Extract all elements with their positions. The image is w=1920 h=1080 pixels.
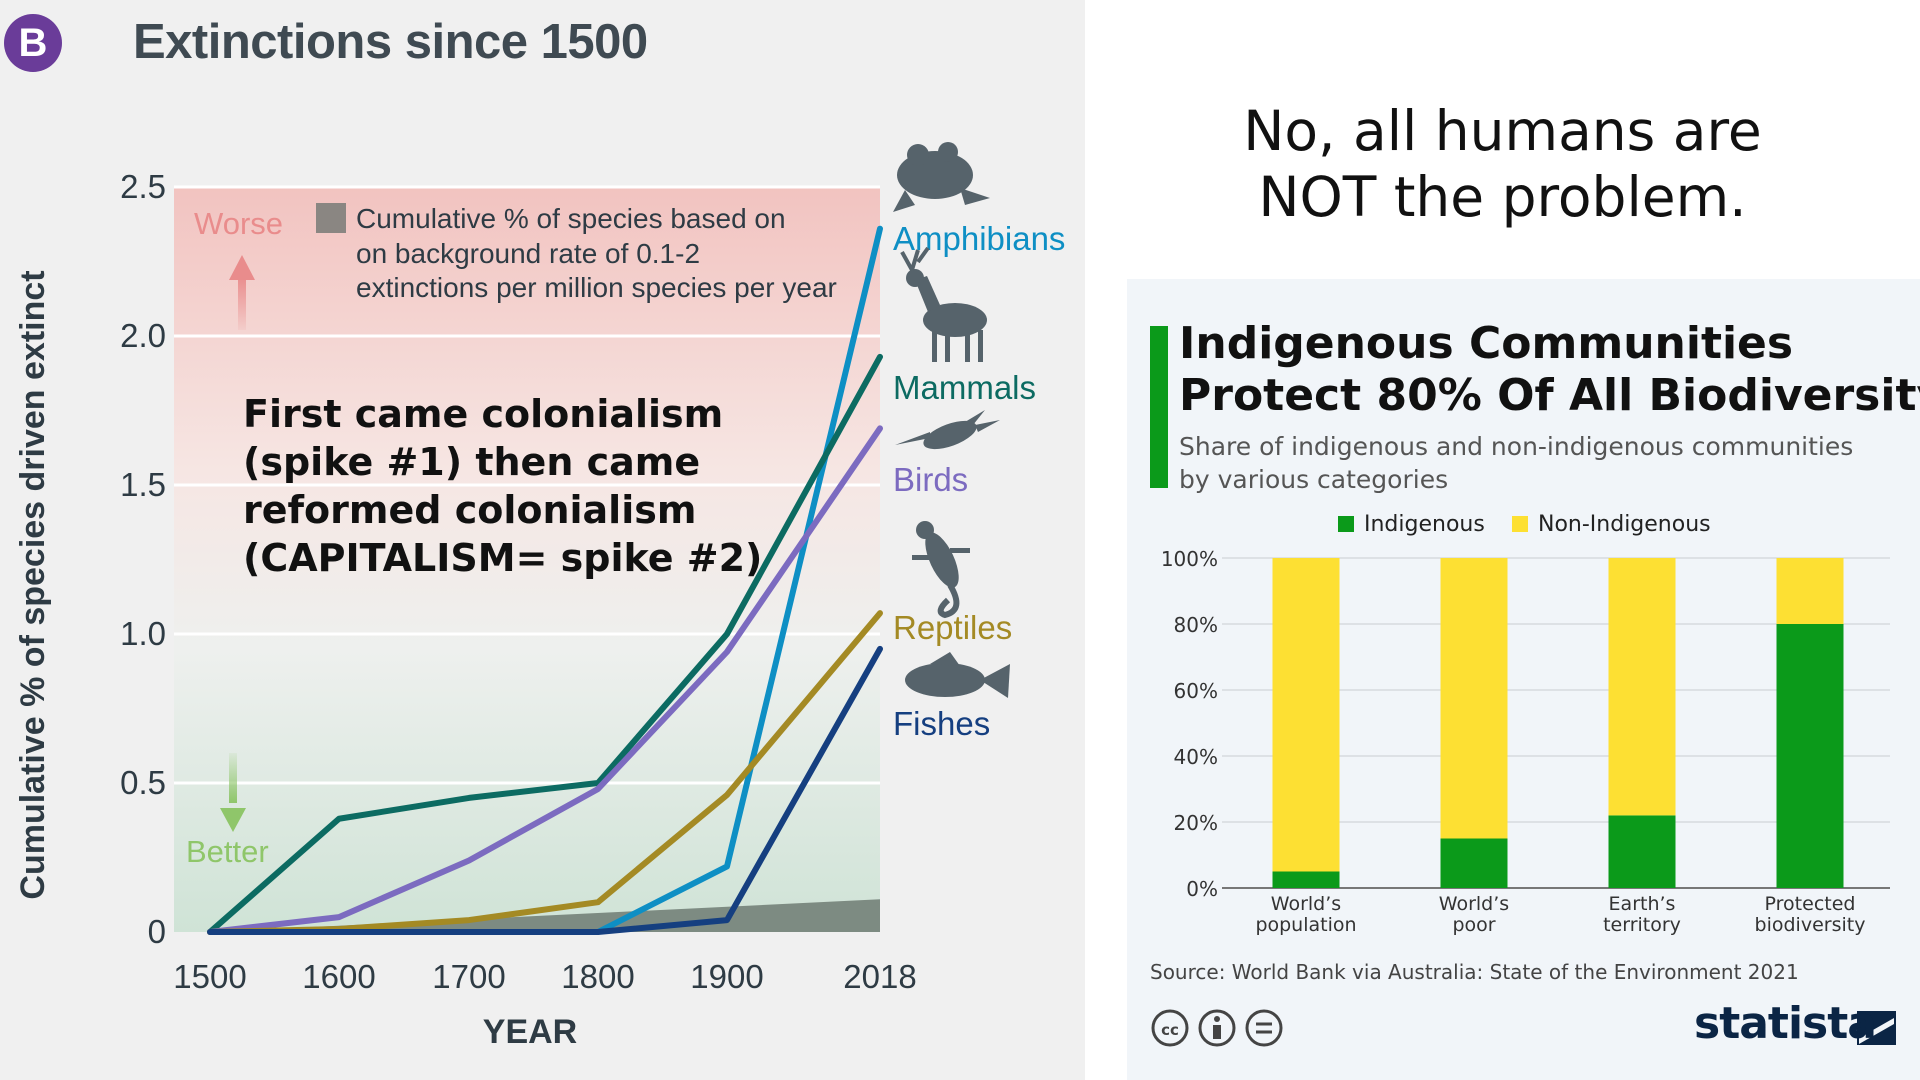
y-tick-label: 2.0 [120,317,166,354]
title-accent-bar [1150,326,1168,488]
category-label: Protected [1765,893,1856,915]
legend-swatch-non-indigenous [1512,516,1528,532]
fish-icon [905,652,1010,698]
legend-label-indigenous: Indigenous [1364,512,1485,537]
y-axis-label: Cumulative % of species driven extinct [14,270,52,899]
series-line-birds [207,425,883,935]
x-tick-label: 1900 [690,958,763,995]
category-label: World’s [1439,893,1509,915]
annotation-text: First came colonialism (spike #1) then c… [243,390,803,582]
y-tick-label: 80% [1174,613,1218,637]
category-label: World’s [1271,893,1341,915]
band-legend-swatch [316,203,346,233]
bar-non-indigenous-4 [1776,558,1844,624]
category-label: biodiversity [1755,914,1866,936]
right-chart-title: Indigenous Communities Protect 80% Of Al… [1179,318,1920,422]
panel-badge: B [4,14,62,72]
bar-non-indigenous-2 [1440,558,1508,839]
annotation-line: (spike #1) then came [243,440,701,484]
series-label-mammals: Mammals [893,369,1036,406]
legend-swatch-indigenous [1338,516,1354,532]
deer-icon [900,246,987,362]
series-label-fishes: Fishes [893,705,990,742]
band-legend-text: Cumulative % of species based on on back… [356,203,837,303]
source-note: Source: World Bank via Australia: State … [1150,960,1799,984]
lizard-icon [912,521,970,619]
bar-indigenous-1 [1272,871,1340,888]
category-label: poor [1452,914,1495,936]
better-label: Better [186,834,269,869]
bar-non-indigenous-1 [1272,558,1340,872]
cc-license-icon: cc [1151,1009,1189,1047]
attribution-icon [1198,1009,1236,1047]
y-tick-label: 60% [1174,679,1218,703]
worse-arrow-shaft [238,275,246,330]
title-line: Protect 80% Of All Biodiversity [1179,370,1920,421]
extinctions-chart: 0 0.5 1.0 1.5 2.0 2.5 1500 1600 1700 1800 1900 201… [14,142,1065,1051]
annotation-line: First came colonialism [243,392,724,436]
x-tick-label: 1800 [561,958,634,995]
better-arrow-shaft [229,753,237,803]
title-line: Indigenous Communities [1179,318,1794,369]
category-label: Earth’s [1609,893,1676,915]
no-derivatives-icon [1245,1009,1283,1047]
y-tick-label: 0 [148,913,166,950]
bird-icon [895,410,1000,450]
series-label-reptiles: Reptiles [893,609,1012,646]
y-tick-label: 40% [1174,745,1218,769]
subtitle-line: by various categories [1179,465,1449,494]
worse-label: Worse [194,206,283,241]
x-axis-label: YEAR [483,1013,577,1051]
annotation-line: (CAPITALISM= spike #2) [243,536,763,580]
bar-indigenous-4 [1776,624,1844,888]
annotation-line: reformed colonialism [243,488,697,532]
bar-indigenous-3 [1608,815,1676,888]
subtitle-line: Share of indigenous and non-indigenous c… [1179,432,1854,461]
category-label: population [1255,914,1356,936]
series-line-mammals [207,353,883,935]
y-tick-label: 1.5 [120,466,166,503]
svg-text:cc: cc [1161,1021,1179,1039]
y-tick-label: 20% [1174,811,1218,835]
series-label-birds: Birds [893,461,968,498]
y-tick-label: 0% [1186,877,1218,901]
legend-label-non-indigenous: Non-Indigenous [1538,512,1711,537]
x-tick-label: 1500 [173,958,246,995]
x-tick-label: 1600 [302,958,375,995]
x-tick-label: 2018 [843,958,916,995]
statista-logo-icon [1857,1011,1896,1045]
headline: No, all humans are NOT the problem. [1085,98,1920,230]
rate-zone-background [174,187,880,932]
better-arrow-head [220,808,246,832]
headline-line: NOT the problem. [1258,165,1747,229]
y-tick-label: 2.5 [120,168,166,205]
y-tick-label: 100% [1161,547,1218,571]
y-tick-label: 0.5 [120,764,166,801]
series-line-fishes [207,645,883,935]
headline-line: No, all humans are [1243,99,1762,163]
category-label: territory [1603,914,1681,936]
frog-icon [893,142,990,212]
left-chart-title: Extinctions since 1500 [133,15,648,69]
worse-arrow-head [229,255,255,280]
statista-brand: statista [1694,998,1877,1049]
bar-indigenous-2 [1440,838,1508,888]
x-tick-label: 1700 [432,958,505,995]
series-label-amphibians: Amphibians [893,220,1065,257]
bar-non-indigenous-3 [1608,558,1676,816]
right-chart-subtitle: Share of indigenous and non-indigenous c… [1179,430,1909,496]
y-tick-label: 1.0 [120,615,166,652]
